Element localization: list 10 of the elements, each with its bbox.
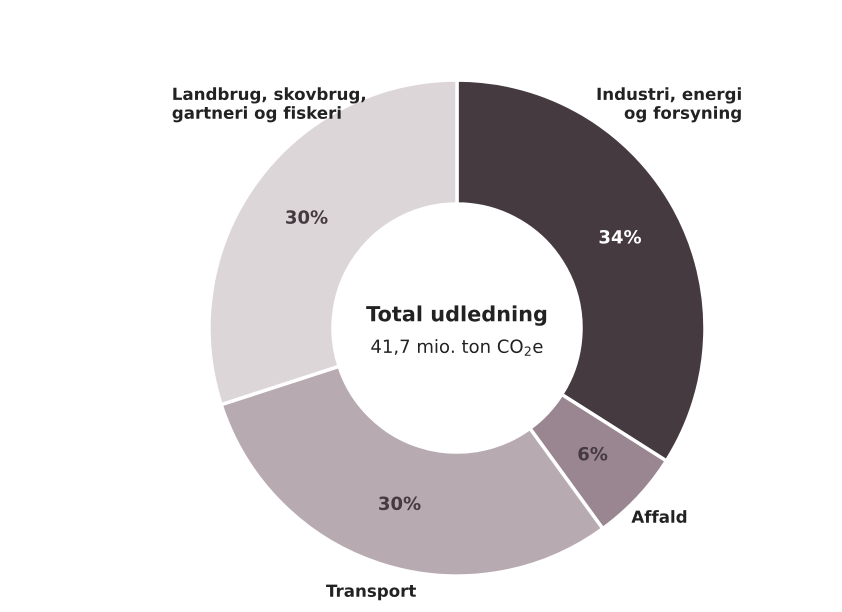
slice-label: Landbrug, skovbrug, gartneri og fiskeri <box>172 87 365 122</box>
data-label: 6% <box>578 446 608 461</box>
text: 41,7 mio. ton CO$_{2}$e <box>371 339 542 356</box>
data-label: 30% <box>286 210 328 224</box>
slice-label: Affald <box>631 510 686 523</box>
data-label: 30% <box>379 496 421 510</box>
slice-label: Transport <box>326 584 416 600</box>
text: Total udledning <box>366 305 546 326</box>
data-label: 34% <box>600 230 642 244</box>
slice-label: Industri, energi og forsyning <box>598 87 741 122</box>
